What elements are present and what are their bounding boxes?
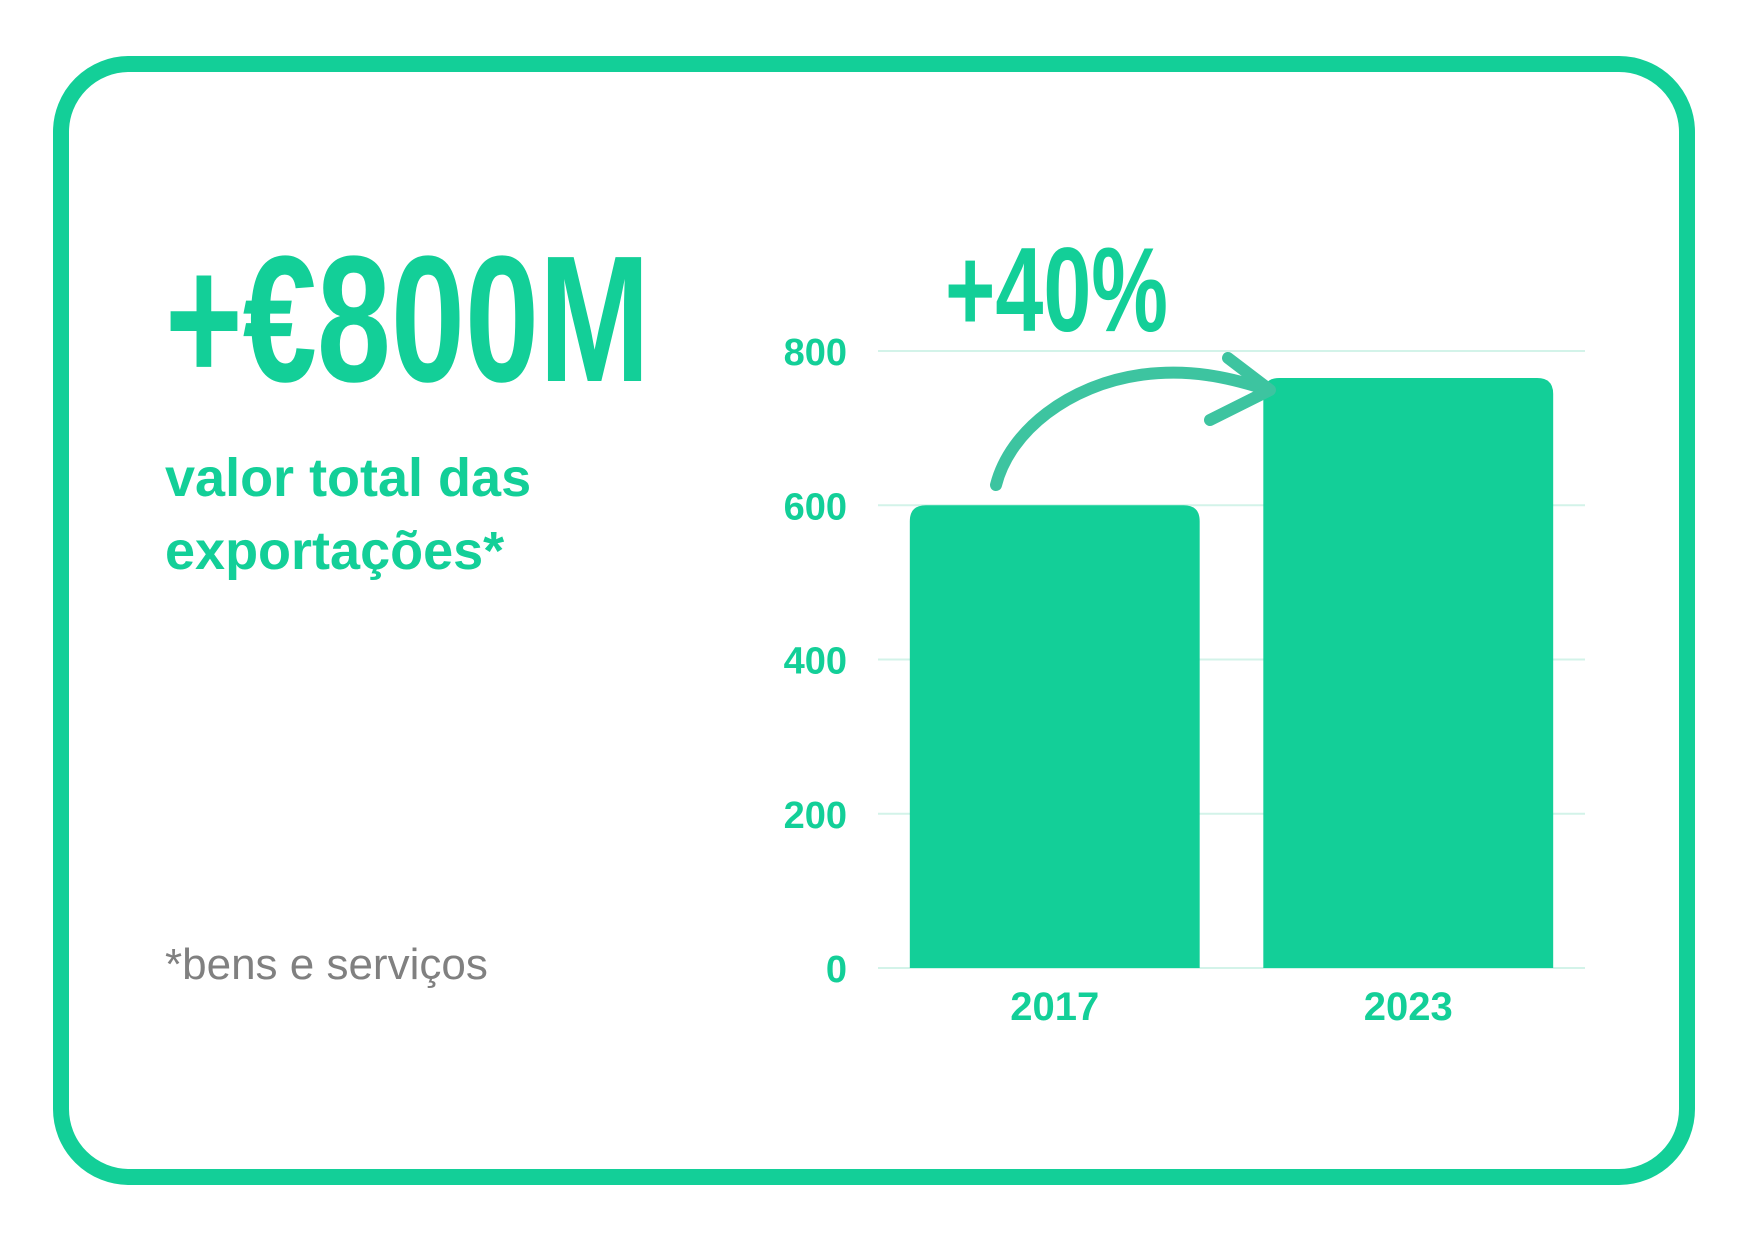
card-border [53,56,1695,1185]
y-tick-label: 800 [784,332,847,374]
headline: +€800M [165,219,650,420]
bar [909,505,1200,968]
x-tick-label: 2017 [1010,985,1099,1029]
y-tick-label: 0 [826,949,847,991]
bar [1263,377,1554,968]
arrow [990,366,1268,491]
arrow-head [1204,352,1276,426]
footnote: *bens e serviços [165,940,488,989]
y-tick-label: 200 [784,795,847,837]
y-tick-label: 600 [784,486,847,528]
subtitle-line: valor total das [165,448,531,508]
y-tick-label: 400 [784,641,847,683]
plot: 0 200 400 600 800 2017 2023 [784,332,1585,1029]
x-tick-label: 2023 [1364,985,1453,1029]
subtitle-line: exportações* [165,521,504,581]
annotation: +40% [945,223,1168,357]
